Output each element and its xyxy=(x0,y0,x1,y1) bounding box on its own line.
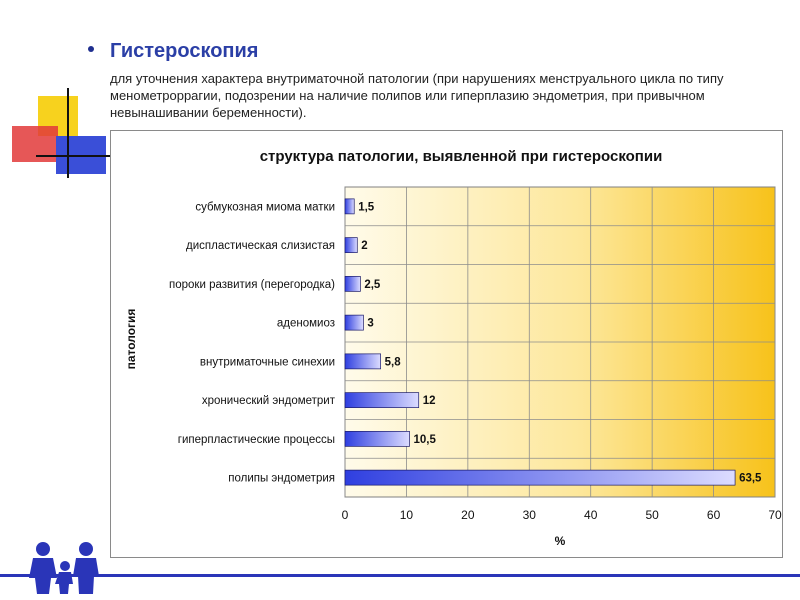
bars xyxy=(344,198,736,486)
footer-line xyxy=(0,574,800,577)
grid xyxy=(344,187,776,497)
category-label: внутриматочные синехии xyxy=(200,356,335,368)
x-tick-label: 10 xyxy=(400,508,414,522)
value-label: 3 xyxy=(367,318,373,330)
category-label: полипы эндометрия xyxy=(228,473,335,485)
bar-chart: структура патологии, выявленной при гист… xyxy=(124,148,782,548)
category-label: гиперпластические процессы xyxy=(178,434,335,446)
x-ticks: 0 10 20 30 40 50 60 70 xyxy=(342,508,782,522)
family-icon xyxy=(29,542,99,594)
category-label: пороки развития (перегородка) xyxy=(169,279,335,291)
value-label: 2 xyxy=(361,240,367,252)
value-label: 5,8 xyxy=(385,356,402,368)
category-label: хронический эндометрит xyxy=(202,395,336,407)
category-label: субмукозная миома матки xyxy=(195,201,335,213)
category-label: диспластическая слизистая xyxy=(186,240,335,252)
bar xyxy=(344,392,420,408)
bar xyxy=(344,353,381,370)
x-tick-label: 40 xyxy=(584,508,598,522)
value-label: 10,5 xyxy=(414,434,437,446)
chart-title: структура патологии, выявленной при гист… xyxy=(260,148,663,165)
slide-description: для уточнения характера внутриматочной п… xyxy=(110,71,724,120)
bar xyxy=(344,276,361,292)
bar xyxy=(344,469,736,486)
x-tick-label: 0 xyxy=(342,508,349,522)
bar xyxy=(344,431,410,447)
x-tick-label: 60 xyxy=(707,508,721,522)
category-label: аденомиоз xyxy=(277,318,335,330)
y-axis-label: патология xyxy=(124,309,138,370)
bar xyxy=(344,237,358,253)
bullet-icon xyxy=(88,46,94,52)
value-label: 12 xyxy=(423,395,436,407)
value-label: 1,5 xyxy=(358,201,375,213)
bar xyxy=(344,314,364,331)
category-labels: субмукозная миома матки диспластическая с… xyxy=(169,201,336,484)
x-tick-label: 70 xyxy=(768,508,782,522)
slide-heading: Гистероскопия xyxy=(110,40,259,62)
chart-frame: структура патологии, выявленной при гист… xyxy=(110,130,783,558)
bar xyxy=(344,198,355,215)
x-tick-label: 50 xyxy=(645,508,659,522)
value-label: 63,5 xyxy=(739,473,762,485)
x-tick-label: 20 xyxy=(461,508,475,522)
value-labels: 1,5 2 2,5 3 5,8 12 10,5 63,5 xyxy=(358,201,762,484)
value-label: 2,5 xyxy=(364,279,381,291)
x-tick-label: 30 xyxy=(523,508,537,522)
decorative-squares xyxy=(12,88,110,178)
x-axis-label: % xyxy=(555,534,566,548)
